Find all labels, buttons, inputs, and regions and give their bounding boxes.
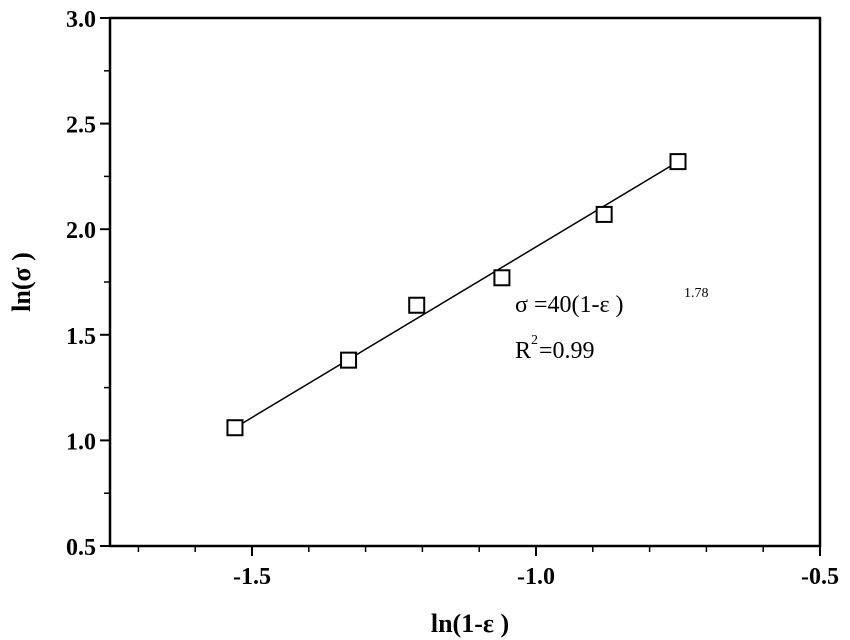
data-points <box>226 153 687 437</box>
x-axis-title: ln(1-ε ) <box>431 609 509 638</box>
y-axis-title: ln(σ ) <box>7 252 36 312</box>
r2-value: =0.99 <box>539 338 595 364</box>
r-squared: R 2 =0.99 <box>515 333 595 364</box>
data-point <box>340 351 358 369</box>
data-point <box>669 153 687 171</box>
equation-exponent: 1.78 <box>684 286 709 301</box>
data-point <box>408 296 426 314</box>
y-tick-label: 2.0 <box>66 218 96 244</box>
plot-frame <box>108 16 822 548</box>
x-tick-label: -0.5 <box>801 564 839 590</box>
data-point <box>226 419 244 437</box>
r2-prefix: R <box>515 338 531 364</box>
y-tick-label: 2.5 <box>66 113 96 139</box>
y-tick-label: 3.0 <box>66 7 96 33</box>
axis-tick-labels: -1.5 -1.0 -0.5 0.5 1.0 1.5 2.0 2.5 3.0 <box>66 7 839 590</box>
data-point <box>595 205 613 223</box>
y-tick-label: 1.5 <box>66 324 96 350</box>
equation-text: σ =40(1-ε ) <box>515 292 624 318</box>
axis-ticks <box>100 17 821 556</box>
y-tick-label: 1.0 <box>66 429 96 455</box>
x-tick-label: -1.5 <box>233 564 271 590</box>
data-point <box>493 269 511 287</box>
r2-superscript: 2 <box>531 333 538 348</box>
fit-equation: σ =40(1-ε ) 1.78 <box>515 286 709 318</box>
x-tick-label: -1.0 <box>517 564 555 590</box>
y-tick-label: 0.5 <box>66 535 96 561</box>
